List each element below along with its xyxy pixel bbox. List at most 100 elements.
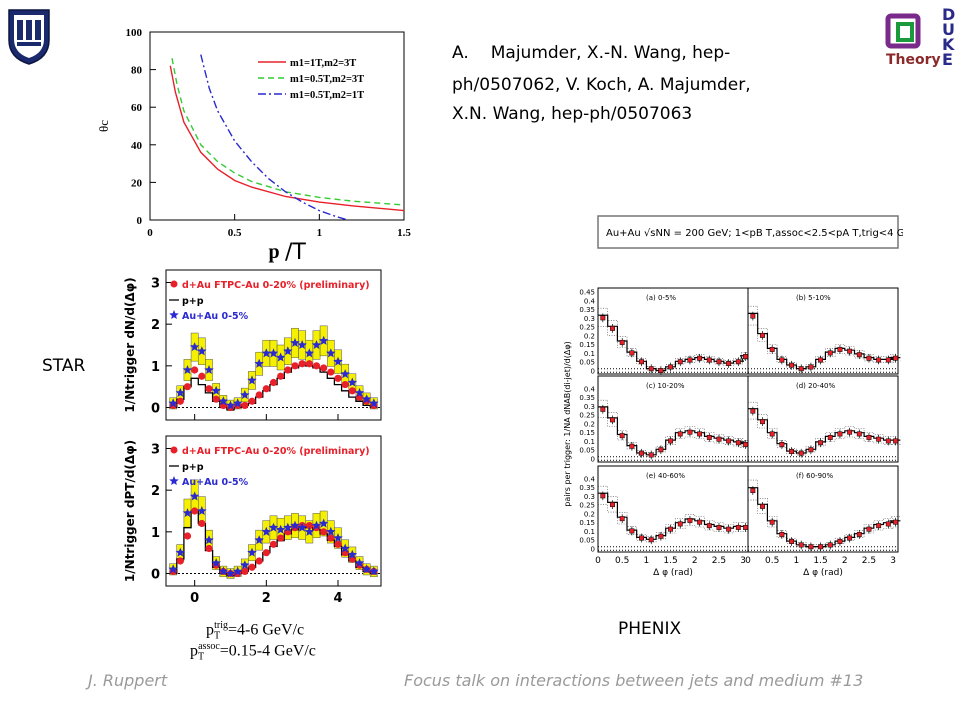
- auau-star: [261, 526, 272, 536]
- data-point: [619, 516, 625, 522]
- phenix-subpanel-frame: [597, 287, 749, 375]
- data-point: [743, 441, 749, 447]
- x-tick-label: 3: [740, 556, 746, 566]
- dau-point: [269, 540, 278, 548]
- y-tick-label: 100: [126, 27, 143, 39]
- phenix-header-box: [597, 215, 899, 249]
- x-tick-label: 0.5: [765, 556, 779, 566]
- data-point: [779, 441, 785, 447]
- y-tick-label: 0.4: [584, 475, 596, 483]
- dau-point: [305, 360, 313, 368]
- data-point: [876, 436, 882, 442]
- legend-entry-2: m1=0.5T,m2=3T: [290, 74, 364, 85]
- subpanel-label: (f) 60-90%: [796, 472, 833, 480]
- passoc-label: pTassoc=0.15-4 GeV/c: [190, 641, 316, 663]
- dau-point: [183, 383, 192, 391]
- p-over-t-suffix: /T: [285, 240, 306, 265]
- auau-star: [354, 387, 365, 397]
- data-point: [629, 443, 635, 449]
- data-point: [769, 346, 775, 352]
- y-tick-label: 1: [151, 526, 160, 541]
- phenix-subpanel-frame: [597, 375, 749, 463]
- auau-star: [333, 533, 343, 543]
- x-tick-label: 2: [842, 556, 848, 566]
- y-tick-label: 2: [151, 318, 160, 333]
- data-point: [610, 417, 615, 423]
- y-axis-label: pairs per trigger: 1/NA dNAB(di-jet)/d(Δ…: [563, 341, 572, 506]
- data-point: [893, 438, 899, 444]
- x-tick-label: 1.5: [663, 556, 677, 566]
- auau-star: [204, 535, 214, 545]
- dau-point: [269, 378, 278, 387]
- dau-point: [262, 385, 270, 393]
- y-tick-label: 0.15: [579, 519, 595, 527]
- auau-star: [189, 342, 200, 352]
- data-point: [893, 355, 899, 361]
- x-tick-label: 0.5: [615, 556, 629, 566]
- x-tick-label: 2.5: [712, 556, 726, 566]
- auau-star: [189, 491, 200, 501]
- data-point: [668, 526, 674, 532]
- data-point: [837, 431, 843, 437]
- data-point: [827, 350, 833, 356]
- y-tick-label: 2: [151, 484, 160, 499]
- auau-star: [168, 398, 178, 408]
- data-point: [827, 434, 833, 440]
- y-tick-label: 0.15: [579, 341, 595, 349]
- data-point: [808, 544, 814, 550]
- pp-step-line: [169, 510, 378, 577]
- data-point: [798, 450, 804, 456]
- plot-frame: [149, 31, 405, 221]
- data-point: [619, 339, 625, 345]
- y-axis-label: θc: [96, 120, 111, 132]
- data-point: [610, 502, 615, 508]
- x-tick-label: 3: [890, 556, 896, 566]
- auau-star: [297, 522, 307, 532]
- dau-point: [277, 534, 285, 542]
- star-correlation-chart: 0 1 2 3 d+Au FTPC-Au 0-20% (preliminary) p+p A…: [123, 269, 382, 612]
- data-point: [639, 359, 644, 365]
- y-tick-label: 0: [151, 402, 160, 417]
- data-point: [639, 450, 644, 456]
- series-line-2: [171, 58, 405, 206]
- data-point: [789, 539, 794, 544]
- data-point: [779, 357, 785, 363]
- auau-star: [254, 358, 264, 368]
- auau-star: [283, 522, 293, 532]
- legend-auau-marker: [169, 310, 179, 319]
- data-point: [760, 419, 765, 425]
- data-point: [677, 431, 683, 437]
- y-tick-label: 0.4: [584, 297, 596, 305]
- y-tick-label: 0.1: [584, 350, 595, 358]
- auau-star: [290, 520, 300, 530]
- data-point: [658, 533, 664, 539]
- auau-star: [297, 340, 307, 349]
- data-point: [847, 535, 853, 541]
- data-point: [827, 542, 833, 548]
- dau-point: [241, 401, 249, 410]
- subpanel-label: (e) 40-60%: [646, 472, 685, 480]
- sys-lower: [748, 418, 901, 456]
- auau-star: [354, 558, 365, 568]
- y-tick-label: 0.3: [584, 315, 595, 323]
- x-axis-label: Δ φ (rad): [653, 568, 693, 578]
- dau-point: [248, 563, 256, 571]
- data-point: [619, 433, 625, 439]
- dau-point: [320, 364, 328, 372]
- subpanel-label: (a) 0-5%: [646, 294, 676, 302]
- y-tick-label: 0.25: [579, 324, 595, 332]
- legend-dau-marker: [170, 446, 178, 454]
- dau-point: [248, 397, 256, 405]
- dau-point: [212, 395, 220, 403]
- legend-auau-marker: [169, 476, 179, 485]
- auau-star: [240, 390, 250, 399]
- dau-point: [305, 521, 313, 530]
- phenix-correlation-chart: Au+Au √sNN = 200 GeV; 1<pB T,assoc<2.5<p…: [563, 215, 903, 578]
- y-tick-label: 3: [151, 443, 160, 458]
- dau-point: [334, 374, 342, 382]
- data-point: [818, 544, 824, 550]
- auau-star: [311, 340, 322, 349]
- legend-pp: p+p: [182, 462, 204, 473]
- data-point: [856, 352, 862, 358]
- auau-star: [326, 348, 336, 358]
